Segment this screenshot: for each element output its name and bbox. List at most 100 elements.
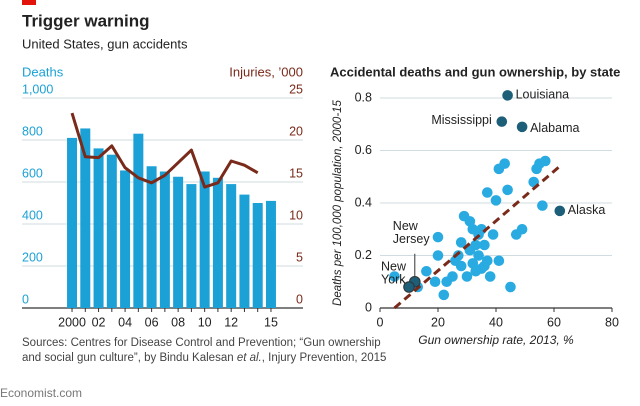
y2-tick-label: 5	[296, 250, 303, 264]
y-tick-label: 0	[365, 300, 372, 314]
trend-line	[393, 165, 561, 310]
state-label: New	[381, 259, 407, 273]
state-point	[482, 255, 493, 267]
subtitle: United States, gun accidents	[22, 36, 188, 51]
x-tick-label: 06	[145, 315, 159, 329]
bar	[93, 148, 104, 308]
bar	[133, 133, 144, 308]
highlight-point	[502, 90, 513, 101]
left-axis-title: Deaths	[22, 64, 64, 79]
state-label: New	[393, 219, 419, 233]
state-label: Jersey	[393, 232, 431, 246]
x-tick-label: 04	[118, 315, 132, 329]
source-part: , Injury Prevention, 2015	[262, 352, 387, 364]
state-point	[429, 276, 441, 288]
state-point	[499, 158, 511, 169]
x-tick-label: 08	[171, 315, 185, 329]
bar	[120, 170, 131, 308]
state-point	[516, 223, 528, 235]
y2-tick-label: 0	[296, 292, 303, 306]
y-tick-label: 0.6	[355, 143, 372, 157]
state-point	[389, 271, 400, 282]
state-point	[421, 265, 432, 277]
state-point	[487, 229, 499, 240]
bar	[80, 128, 91, 308]
highlight-point	[496, 116, 508, 127]
x-tick-label: 12	[224, 315, 238, 329]
x-tick-label: 60	[547, 315, 561, 329]
y2-tick-label: 15	[289, 166, 303, 180]
state-point	[482, 187, 493, 198]
title: Trigger warning	[22, 11, 150, 30]
state-point	[479, 239, 490, 251]
source-line: Sources: Centres for Disease Control and…	[22, 337, 381, 349]
state-point	[493, 255, 505, 267]
x-axis-label: Gun ownership rate, 2013, %	[418, 333, 574, 347]
scatter-title: Accidental deaths and gun ownership, by …	[330, 64, 620, 79]
source-part: et al.	[237, 352, 262, 364]
state-point	[484, 271, 496, 282]
bar	[67, 137, 78, 308]
x-tick-label: 20	[431, 315, 445, 329]
injuries-line	[70, 112, 259, 189]
bar	[173, 176, 184, 308]
highlight-point	[403, 281, 415, 293]
x-tick-label: 02	[92, 315, 106, 329]
state-point	[453, 250, 464, 261]
y-tick-label: 200	[22, 250, 43, 264]
bar	[239, 194, 250, 308]
y2-tick-label: 10	[289, 208, 303, 222]
state-label: Alabama	[530, 121, 579, 135]
state-point	[461, 271, 473, 282]
bar	[226, 184, 237, 308]
brand-tag	[22, 0, 36, 5]
highlight-point	[554, 205, 566, 217]
highlight-point	[516, 121, 528, 133]
y-tick-label: 1,000	[22, 82, 53, 96]
state-point	[455, 237, 467, 248]
state-point	[432, 250, 444, 261]
state-point	[537, 200, 548, 211]
state-label: Louisiana	[516, 88, 570, 102]
x-tick-label: 2000	[58, 315, 86, 329]
bar	[252, 203, 263, 308]
y-tick-label: 0.4	[355, 195, 372, 209]
x-tick-label: 0	[377, 315, 384, 329]
y-tick-label: 0.2	[355, 248, 372, 262]
source-line: and social gun culture”, by Bindu Kalesa…	[22, 352, 386, 364]
right-axis-title: Injuries, ’000	[229, 64, 303, 79]
bar	[146, 166, 157, 308]
state-point	[432, 231, 444, 243]
bar	[212, 177, 223, 308]
bar	[186, 184, 197, 308]
y-tick-label: 0	[22, 292, 29, 306]
y2-tick-label: 25	[289, 82, 303, 96]
state-point	[447, 271, 458, 282]
y-axis-label: Deaths per 100,000 population, 2000-15	[332, 99, 344, 305]
x-tick-label: 80	[605, 315, 619, 329]
state-point	[455, 260, 467, 272]
y-tick-label: 600	[22, 166, 43, 180]
state-point	[505, 281, 516, 293]
bar	[265, 200, 276, 308]
bar	[199, 171, 210, 308]
bar	[159, 171, 170, 308]
state-point	[540, 155, 551, 167]
x-tick-label: 40	[489, 315, 503, 329]
state-label: Alaska	[568, 203, 606, 217]
x-tick-label: 10	[198, 315, 212, 329]
state-label: York	[381, 272, 406, 286]
state-label: Mississippi	[431, 113, 491, 127]
state-point	[473, 250, 484, 261]
bar	[106, 154, 117, 308]
state-point	[490, 195, 502, 206]
footer: Economist.com	[0, 386, 82, 400]
y-tick-label: 0.8	[355, 90, 372, 104]
x-tick-label: 15	[264, 315, 278, 329]
y-tick-label: 800	[22, 124, 43, 138]
state-point	[470, 239, 482, 251]
y2-tick-label: 20	[289, 124, 303, 138]
source-part: and social gun culture”, by Bindu Kalesa…	[22, 352, 237, 364]
state-point	[502, 184, 513, 196]
